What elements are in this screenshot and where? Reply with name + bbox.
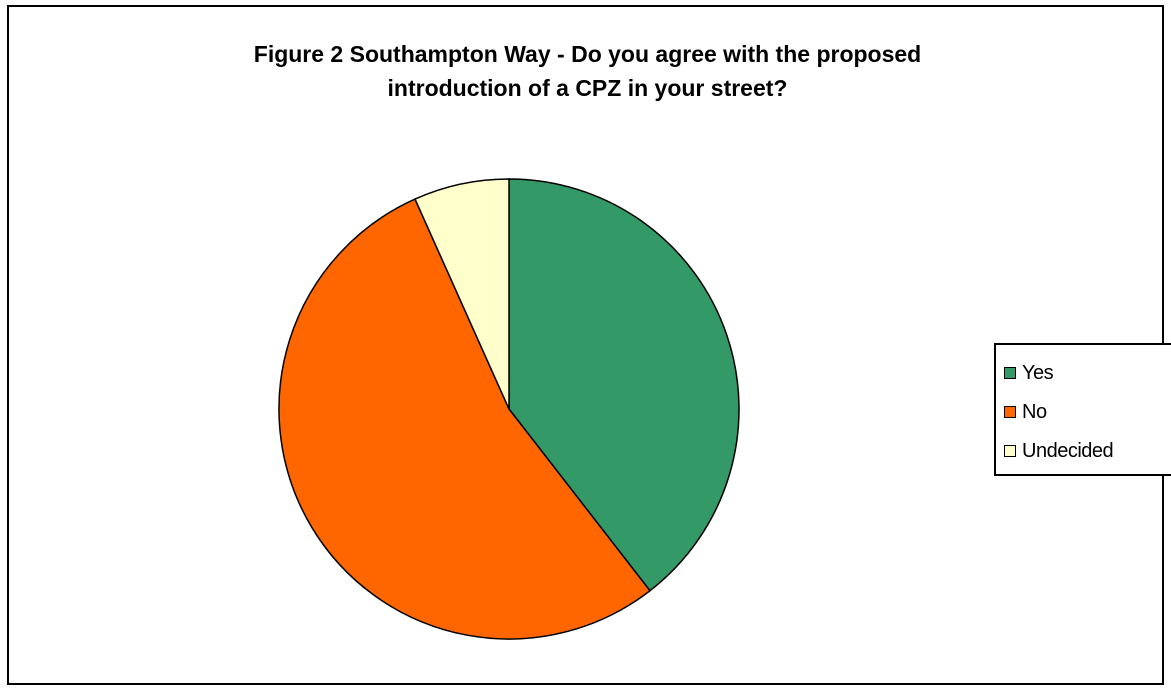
legend-swatch-no bbox=[1004, 406, 1016, 418]
legend-label-yes: Yes bbox=[1022, 361, 1054, 384]
chart-title: Figure 2 Southampton Way - Do you agree … bbox=[9, 37, 1166, 105]
pie-slice-no bbox=[278, 198, 652, 640]
legend-label-no: No bbox=[1022, 400, 1047, 423]
legend-swatch-undecided bbox=[1004, 445, 1016, 457]
legend-item-undecided: Undecided bbox=[1004, 439, 1114, 463]
legend-item-no: No bbox=[1004, 400, 1047, 424]
chart-title-line-2: introduction of a CPZ in your street? bbox=[387, 75, 788, 101]
legend-swatch-yes bbox=[1004, 367, 1016, 379]
chart-legend: Yes No Undecided bbox=[994, 343, 1171, 476]
pie-chart bbox=[278, 178, 740, 640]
legend-item-yes: Yes bbox=[1004, 361, 1054, 385]
legend-label-undecided: Undecided bbox=[1022, 439, 1114, 462]
pie-slice-undecided bbox=[414, 178, 510, 410]
pie-slices bbox=[278, 178, 740, 640]
pie-slice-yes bbox=[508, 178, 740, 592]
chart-frame: Figure 2 Southampton Way - Do you agree … bbox=[7, 5, 1171, 685]
chart-title-line-1: Figure 2 Southampton Way - Do you agree … bbox=[253, 41, 922, 67]
